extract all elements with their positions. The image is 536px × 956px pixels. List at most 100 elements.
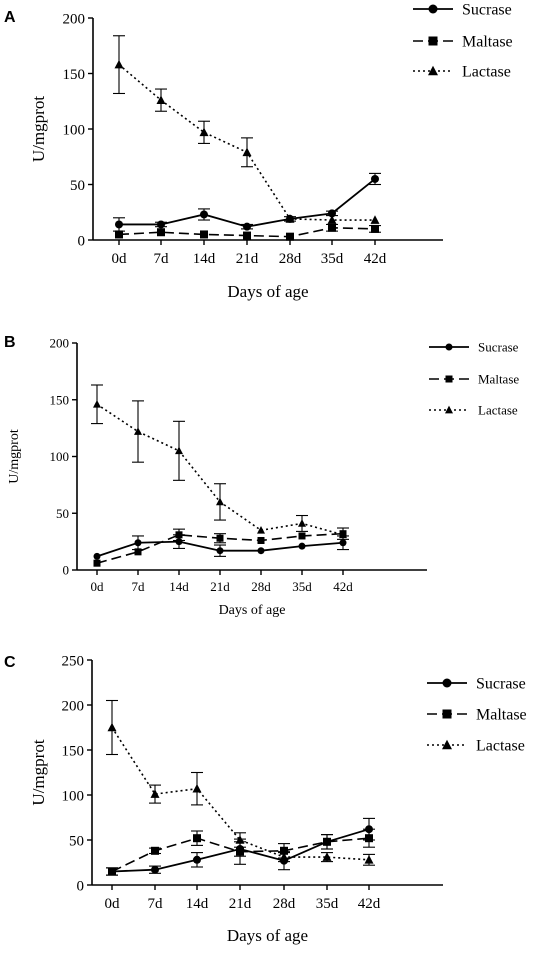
- panel-a-maltase-legend-marker: [428, 36, 438, 46]
- panel-c-lactase-point: [364, 855, 374, 864]
- panel-a-maltase-point: [286, 232, 294, 241]
- panel-b-x-tick-label: 42d: [333, 579, 353, 594]
- panel-c-x-tick-label: 14d: [186, 896, 209, 912]
- panel-b-y-tick-label: 100: [50, 449, 70, 464]
- panel-b-lactase-point: [298, 519, 306, 527]
- panel-b-lactase-point: [134, 427, 142, 435]
- panel-c-lactase-point: [279, 852, 289, 861]
- panel-a-y-tick-label: 50: [70, 178, 85, 194]
- panel-a-sucrase-point: [200, 210, 208, 219]
- panel-a-sucrase-line: [119, 178, 376, 228]
- panel-b-lactase-point: [339, 530, 347, 539]
- panel-c-x-tick-label: 0d: [105, 896, 121, 912]
- panel-b-maltase-legend-marker: [445, 375, 453, 383]
- panel-c-y-tick-label: 250: [62, 653, 85, 669]
- panel-b-maltase-point: [134, 548, 142, 556]
- panel-c-sucrase-legend-marker: [442, 678, 452, 688]
- panel-a-x-tick-label: 28d: [279, 251, 302, 267]
- panel-a-lactase-point: [199, 127, 209, 137]
- panel-b-x-tick-label: 7d: [132, 579, 146, 594]
- panel-c-maltase-point: [280, 846, 288, 855]
- panel-b-sucrase-point: [339, 539, 347, 547]
- panel-c-letter: C: [4, 654, 16, 671]
- panel-c-y-tick-label: 200: [62, 698, 85, 714]
- panel-c-lactase-point: [322, 852, 332, 861]
- panel-b-maltase-point: [175, 531, 183, 539]
- panel-a-y-tick-label: 0: [78, 233, 86, 249]
- panel-c-maltase-point: [151, 846, 159, 855]
- panel-b-x-tick-label: 0d: [91, 579, 105, 594]
- panel-b-sucrase-point: [175, 538, 183, 546]
- panel-a-y-tick-label: 150: [63, 67, 86, 83]
- panel-a-x-tick-label: 21d: [236, 251, 259, 267]
- panel-b-lactase-point: [216, 497, 224, 506]
- panel-a-letter: A: [4, 9, 16, 26]
- panel-b-letter: B: [4, 334, 16, 351]
- panel-a-maltase-point: [157, 228, 165, 237]
- panel-c-y-axis-label: U/mgprot: [29, 739, 48, 805]
- panel-b-sucrase-point: [134, 539, 142, 547]
- panel-c-lactase-legend-label: Lactase: [476, 738, 525, 755]
- panel-c-sucrase-legend-label: Sucrase: [476, 676, 526, 693]
- panel-b-x-tick-label: 35d: [292, 579, 312, 594]
- panel-a-lactase-point: [242, 147, 252, 157]
- panel-c-x-tick-label: 28d: [273, 896, 296, 912]
- panel-a-sucrase-legend-label: Sucrase: [462, 2, 512, 19]
- panel-b-y-axis-label: U/mgprot: [7, 429, 22, 484]
- panel-b-y-tick-label: 150: [50, 392, 70, 407]
- panel-b-x-tick-label: 21d: [210, 579, 230, 594]
- panel-b-sucrase-point: [216, 547, 224, 555]
- panel-b-maltase-point: [257, 536, 265, 544]
- panel-b-lactase-point: [175, 446, 183, 455]
- panel-a-x-tick-label: 7d: [154, 251, 170, 267]
- panel-a-maltase-point: [115, 230, 123, 239]
- panel-b-lactase-legend-label: Lactase: [478, 403, 518, 418]
- panel-b-y-tick-label: 50: [56, 506, 69, 521]
- panel-c-x-tick-label: 7d: [148, 896, 164, 912]
- panel-c-lactase-point: [150, 789, 160, 798]
- panel-b-lactase-point: [93, 399, 101, 408]
- panel-a-x-tick-label: 35d: [321, 251, 344, 267]
- panel-c-maltase-point: [365, 834, 373, 843]
- panel-b-x-tick-label: 14d: [169, 579, 189, 594]
- panel-c-lactase-point: [107, 722, 117, 732]
- panel-b-sucrase-legend-label: Sucrase: [478, 340, 519, 355]
- panel-c-lactase-point: [235, 835, 245, 844]
- panel-c-maltase-point: [236, 847, 244, 856]
- panel-c-y-tick-label: 0: [77, 878, 85, 894]
- panel-c-maltase-legend-label: Maltase: [476, 707, 527, 724]
- panel-b-y-tick-label: 0: [63, 563, 70, 578]
- panel-b-maltase-point: [216, 534, 224, 542]
- panel-c-x-tick-label: 35d: [316, 896, 339, 912]
- panel-b-sucrase-point: [257, 547, 265, 555]
- panel-c-y-tick-label: 150: [62, 743, 85, 759]
- panel-a-sucrase-point: [115, 220, 123, 229]
- panel-c-lactase-legend-marker: [442, 739, 452, 750]
- panel-b-x-tick-label: 28d: [251, 579, 271, 594]
- panel-a-sucrase-point: [243, 222, 251, 231]
- panel-a-maltase-point: [200, 230, 208, 239]
- panel-c-x-tick-label: 21d: [229, 896, 252, 912]
- panel-b-maltase-legend-label: Maltase: [478, 372, 519, 387]
- panel-c-x-tick-label: 42d: [358, 896, 381, 912]
- panel-a-sucrase-point: [328, 209, 336, 218]
- panel-c-maltase-point: [193, 834, 201, 843]
- panel-b-sucrase-legend-marker: [445, 343, 453, 351]
- panel-a-maltase-point: [328, 223, 336, 232]
- panel-c-x-axis-label: Days of age: [227, 926, 308, 945]
- panel-a-sucrase-point: [157, 220, 165, 229]
- panel-a-lactase-point: [327, 215, 337, 224]
- panel-b-maltase-point: [298, 532, 306, 540]
- panel-a-y-axis-label: U/mgprot: [29, 96, 48, 162]
- panel-a-x-tick-label: 42d: [364, 251, 387, 267]
- panel-c-y-tick-label: 50: [69, 833, 84, 849]
- panel-b-maltase-point: [93, 559, 101, 567]
- panel-c-maltase-legend-marker: [442, 709, 452, 719]
- panel-a-lactase-legend-marker: [428, 65, 438, 76]
- panel-a-sucrase-legend-marker: [428, 4, 438, 14]
- panel-a-lactase-point: [114, 59, 124, 69]
- panel-c-maltase-point: [108, 867, 116, 876]
- panel-a-lactase-point: [156, 95, 166, 104]
